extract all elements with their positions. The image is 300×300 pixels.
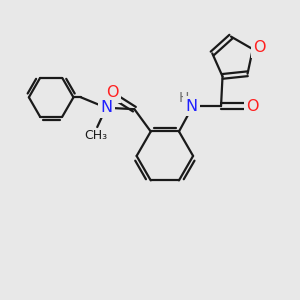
- Text: N: N: [100, 100, 112, 115]
- Text: N: N: [185, 99, 197, 114]
- Text: O: O: [247, 99, 259, 114]
- Text: O: O: [253, 40, 266, 55]
- Text: O: O: [106, 85, 119, 100]
- Text: H: H: [179, 91, 189, 105]
- Text: CH₃: CH₃: [84, 129, 107, 142]
